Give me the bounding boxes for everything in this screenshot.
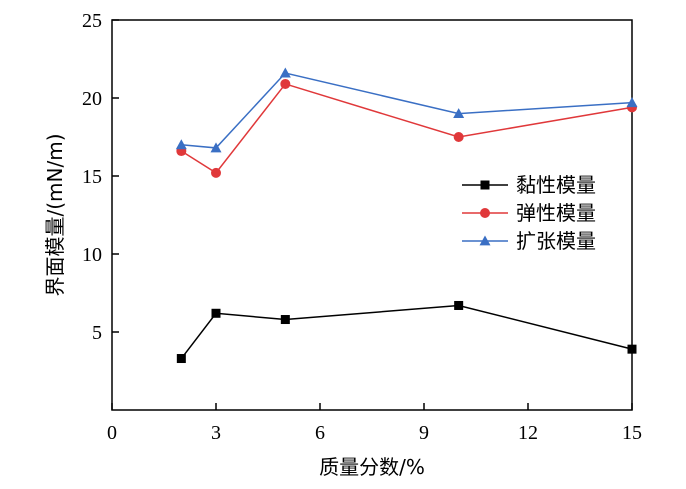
series-line — [180, 304, 633, 359]
data-point — [279, 67, 291, 78]
y-tick-label: 5 — [92, 322, 102, 344]
x-tick-label: 3 — [211, 422, 221, 444]
plot-area — [111, 19, 633, 411]
axes: 0 3 6 9 12 15 5 10 15 20 25 — [82, 10, 642, 444]
legend-item: 黏性模量 — [462, 173, 596, 197]
data-point — [210, 142, 222, 153]
x-tick-label: 0 — [107, 422, 117, 444]
plot-frame — [111, 19, 633, 411]
legend-label: 弹性模量 — [516, 201, 596, 225]
x-tick-label: 9 — [419, 422, 429, 444]
data-point — [627, 344, 637, 354]
series-1 — [176, 300, 637, 364]
x-axis-title: 质量分数/% — [319, 455, 425, 479]
y-tick-label: 20 — [82, 88, 102, 110]
legend-marker — [479, 235, 491, 246]
x-tick-label: 6 — [315, 422, 325, 444]
data-point — [280, 315, 290, 325]
y-axis-title: 界面模量/(mN/m) — [43, 133, 67, 296]
data-point — [453, 132, 464, 142]
data-point — [176, 354, 186, 364]
series-3 — [175, 67, 638, 153]
data-point — [211, 167, 221, 178]
legend-label: 扩张模量 — [516, 229, 596, 253]
data-point — [454, 300, 464, 310]
data-point — [453, 108, 465, 118]
legend-item: 弹性模量 — [462, 201, 596, 225]
data-point — [626, 97, 638, 108]
legend-label: 黏性模量 — [516, 173, 596, 197]
series-line — [180, 83, 633, 174]
y-tick-label: 10 — [82, 244, 102, 266]
series-2 — [176, 78, 637, 178]
data-point — [175, 139, 187, 150]
legend-marker — [480, 208, 490, 218]
data-point — [280, 78, 291, 89]
legend-marker — [480, 180, 490, 190]
data-point — [211, 308, 221, 318]
x-tick-label: 12 — [518, 422, 538, 444]
x-tick-label: 15 — [622, 422, 642, 444]
y-tick-label: 25 — [82, 10, 102, 32]
y-tick-label: 15 — [82, 166, 102, 188]
legend-item: 扩张模量 — [462, 229, 596, 253]
series-line — [181, 72, 633, 149]
series-layer — [175, 67, 638, 364]
